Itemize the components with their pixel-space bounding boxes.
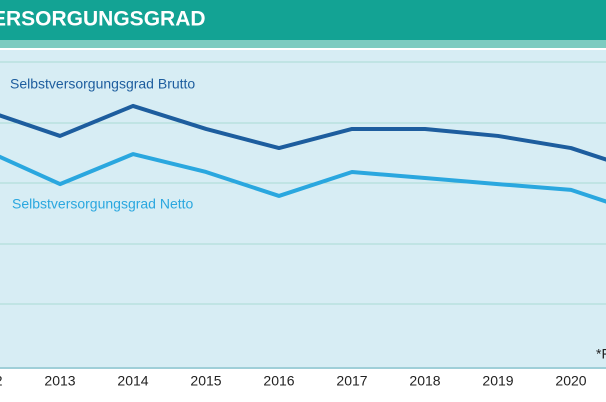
x-tick-label: 2018: [409, 373, 440, 389]
legend-label: Selbstversorgungsgrad Netto: [12, 196, 194, 212]
x-tick-label: 2017: [336, 373, 367, 389]
x-tick-label: 2015: [190, 373, 221, 389]
header-strip: [0, 40, 606, 48]
legend-label: Selbstversorgungsgrad Brutto: [10, 76, 195, 92]
x-tick-label: 2012: [0, 373, 3, 389]
line: [0, 103, 606, 162]
x-tick-label: 2013: [44, 373, 75, 389]
line: [0, 152, 606, 204]
x-tick-label: 2020: [555, 373, 586, 389]
x-tick-label: 2019: [482, 373, 513, 389]
header-band: [0, 0, 606, 40]
x-tick-label: 2016: [263, 373, 294, 389]
plot-area: [0, 50, 606, 368]
x-tick-label: 2014: [117, 373, 148, 389]
annotation: *F: [596, 346, 606, 362]
chart-title: VERSORGUNGSGRAD: [0, 8, 206, 31]
